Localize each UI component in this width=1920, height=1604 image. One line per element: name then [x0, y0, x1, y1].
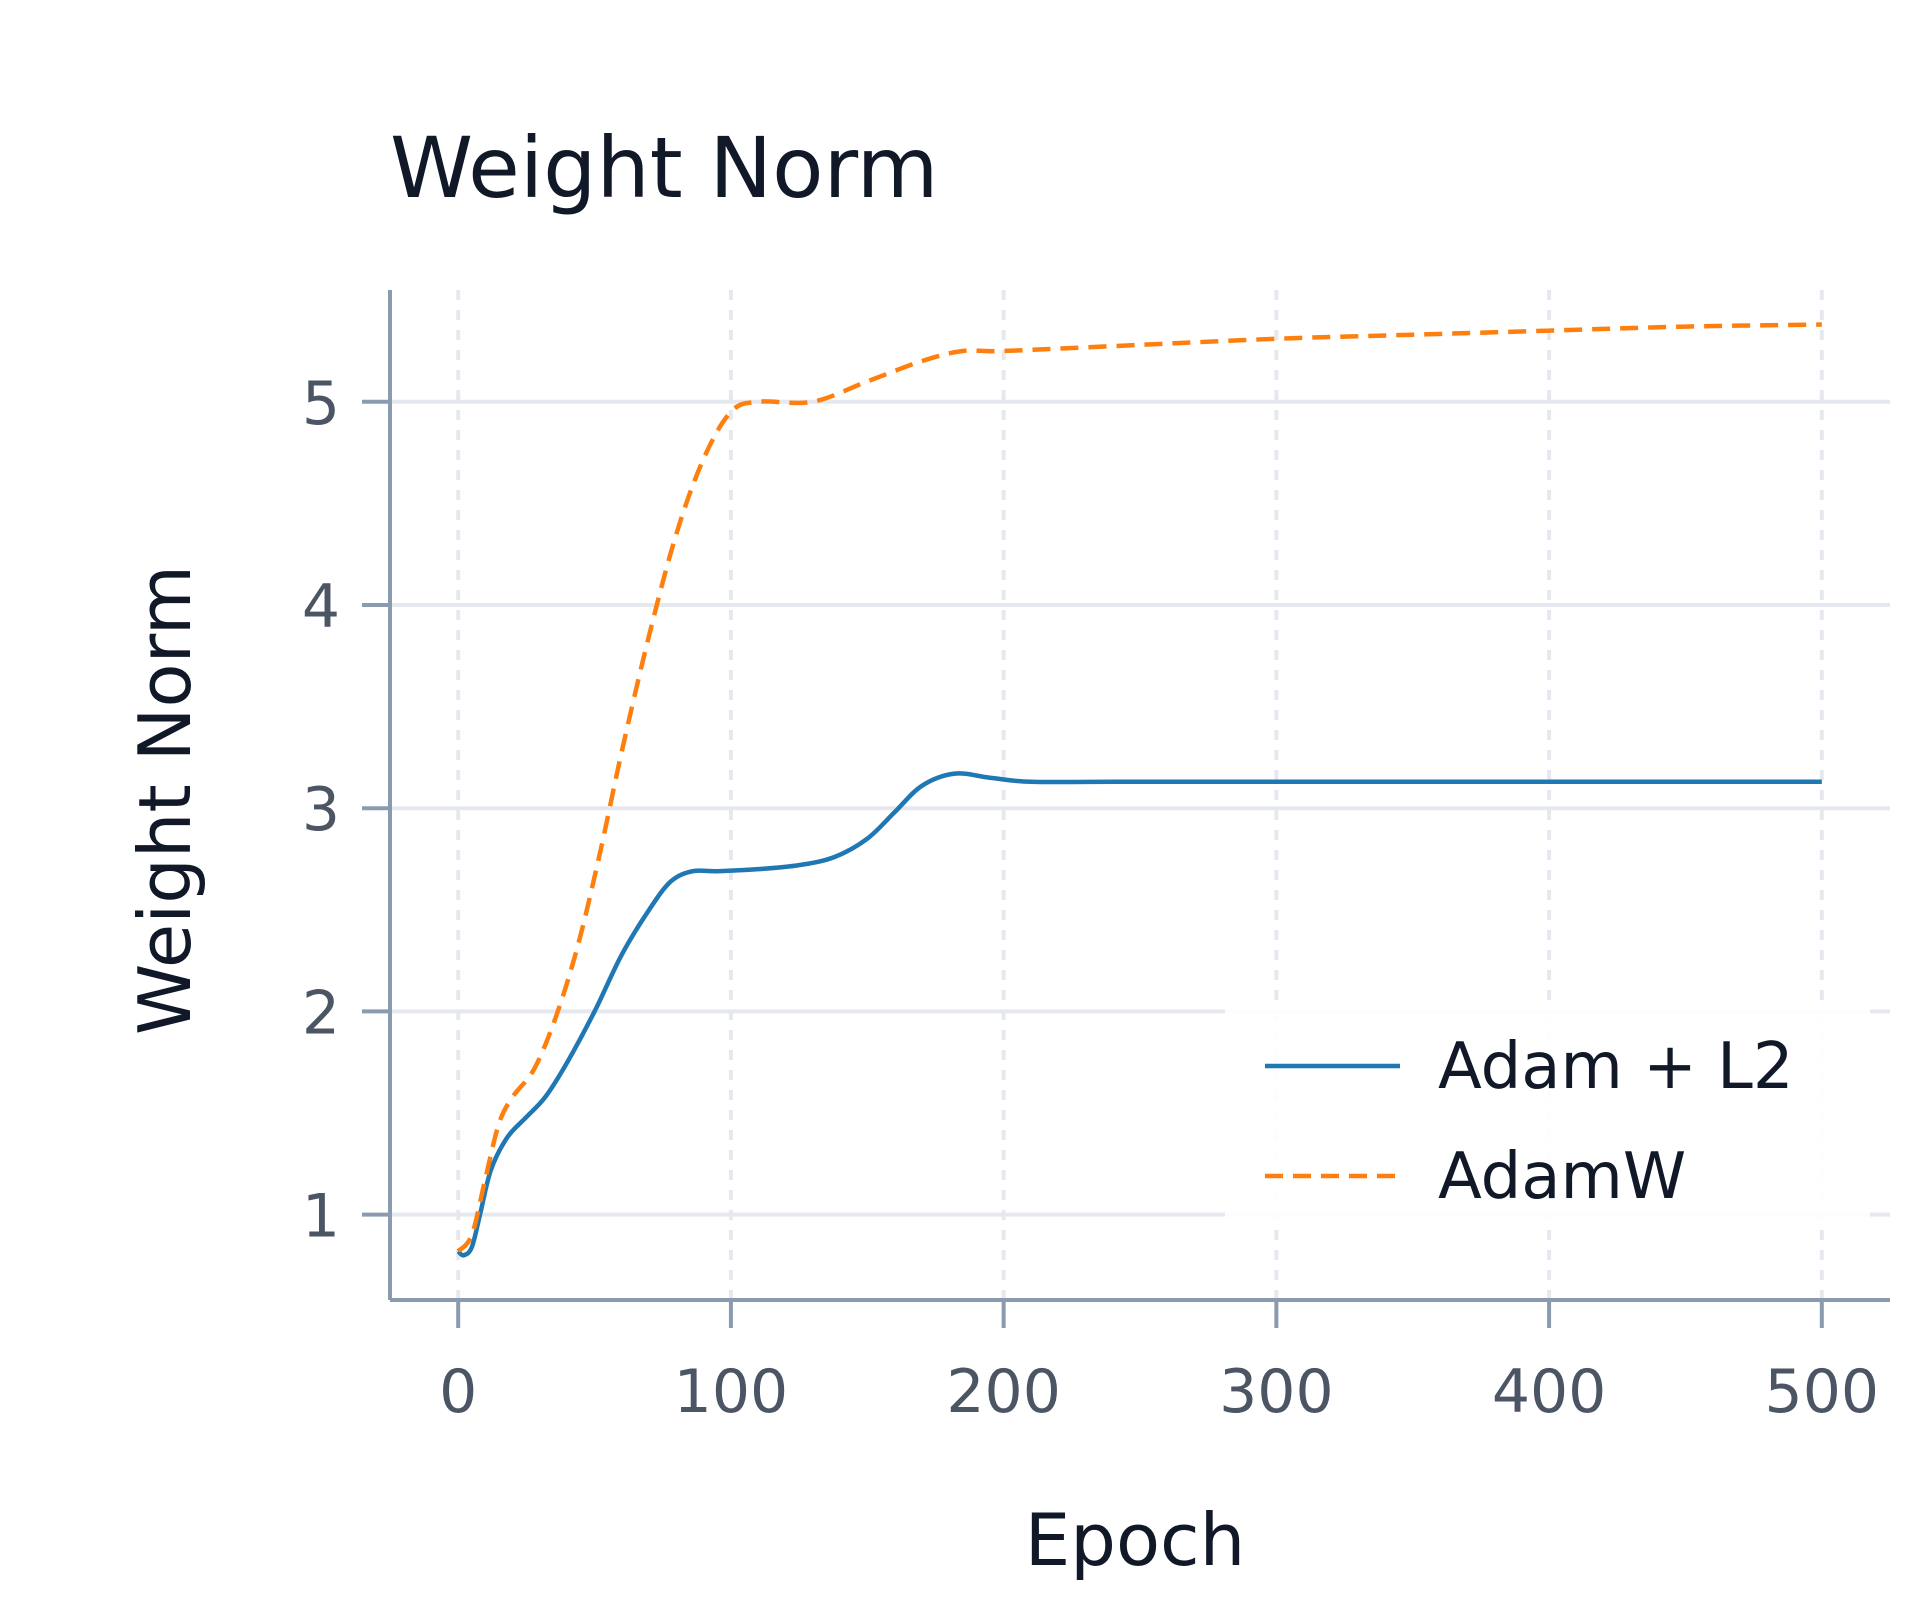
y-tick-label: 4	[302, 572, 340, 642]
x-tick-label: 300	[1219, 1357, 1334, 1427]
y-tick-label: 5	[302, 369, 340, 439]
chart-title: Weight Norm	[390, 119, 938, 217]
legend-background	[1225, 1005, 1870, 1225]
x-tick-label: 500	[1765, 1357, 1880, 1427]
axes-layer	[388, 290, 1890, 1302]
y-tick-label: 2	[302, 978, 340, 1048]
series-layer	[456, 322, 1822, 1258]
ticks-layer: 1 2 3 4 5 0 100 200 300 400 500	[302, 369, 1879, 1427]
x-tick-label: 0	[439, 1357, 477, 1427]
legend: Adam + L2 AdamW	[1225, 1005, 1870, 1225]
legend-label-adam-l2: Adam + L2	[1438, 1030, 1794, 1104]
series-line-adamw	[456, 322, 1822, 1253]
y-tick-label: 3	[302, 775, 340, 845]
series-line-adam-l2	[456, 771, 1822, 1258]
x-tick-label: 200	[946, 1357, 1061, 1427]
x-tick-label: 400	[1492, 1357, 1607, 1427]
legend-label-adamw: AdamW	[1438, 1140, 1686, 1214]
x-axis-label: Epoch	[1025, 1498, 1245, 1582]
y-axis-label: Weight Norm	[123, 565, 207, 1035]
y-tick-label: 1	[302, 1182, 340, 1252]
x-tick-label: 100	[674, 1357, 789, 1427]
